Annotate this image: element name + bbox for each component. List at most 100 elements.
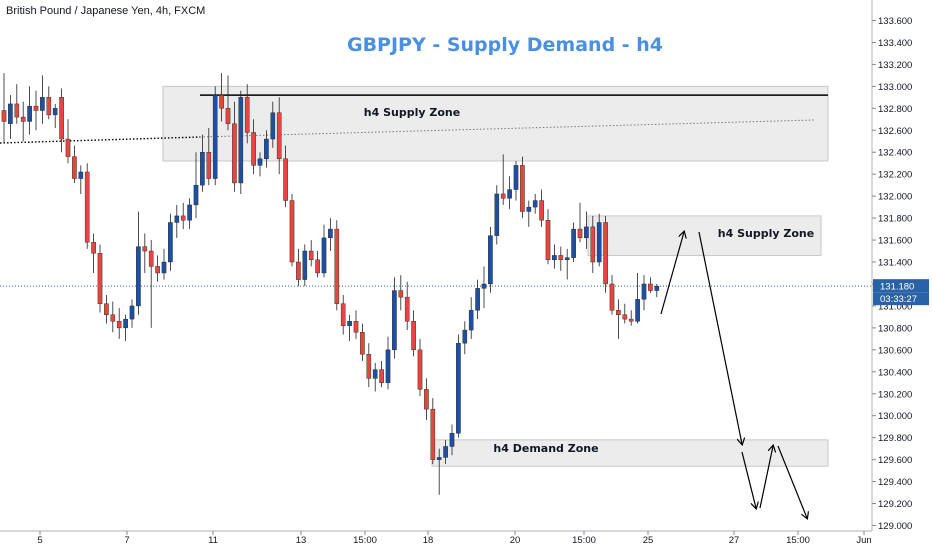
candle-body	[622, 314, 628, 320]
candle-body	[193, 184, 199, 206]
candle-body	[456, 343, 461, 434]
candle-body	[302, 250, 308, 280]
candle	[321, 224, 327, 278]
price-tick-label: 133.200	[878, 60, 912, 71]
candle	[552, 244, 557, 269]
candle	[187, 198, 192, 230]
candle-body	[14, 103, 20, 118]
projection-arrow-4	[759, 446, 773, 509]
zone-labels-layer: h4 Supply Zone h4 Supply Zone h4 Demand Zo…	[364, 106, 814, 455]
candle	[475, 279, 480, 320]
candle-body	[136, 246, 141, 307]
candle-body	[526, 206, 532, 212]
candle-body	[379, 369, 384, 383]
candle	[590, 215, 596, 273]
candle	[532, 193, 538, 214]
candle	[91, 233, 96, 273]
candle-body	[328, 228, 333, 239]
candle-body	[168, 222, 173, 263]
candle-body	[148, 250, 154, 267]
candle	[481, 266, 487, 309]
candle	[97, 244, 103, 313]
candle	[296, 248, 301, 287]
candle	[468, 297, 474, 339]
candle-body	[257, 158, 263, 166]
candle	[353, 310, 359, 339]
candle-body	[97, 253, 103, 304]
candle-body	[187, 204, 192, 221]
candle-body	[468, 310, 474, 331]
candle	[500, 154, 506, 205]
time-axis[interactable]: 5 7 11 13 15:00 18 20 15:00 25 27 15:00 Jun	[0, 530, 872, 546]
candle-body	[334, 228, 340, 304]
candle	[385, 336, 391, 390]
candle-body	[571, 228, 576, 258]
time-tick-label: 13	[296, 535, 307, 546]
candle	[545, 209, 551, 265]
candle-body	[404, 296, 410, 322]
countdown-value: 03:33:27	[880, 294, 917, 305]
candle	[449, 424, 455, 456]
time-tick-label: 20	[510, 535, 521, 546]
price-axis[interactable]: 133.600 133.400 133.200 133.000 132.800 132.6…	[871, 0, 932, 550]
candle	[308, 240, 314, 267]
price-tick-label: 129.600	[878, 455, 912, 466]
candle	[628, 310, 634, 326]
candle	[72, 145, 77, 183]
candle	[193, 152, 199, 219]
candle-body	[219, 94, 224, 109]
candle-body	[603, 222, 608, 285]
candle-body	[276, 112, 282, 160]
candle	[488, 226, 493, 293]
time-tick-label: 18	[423, 535, 434, 546]
countdown-tag	[873, 292, 929, 306]
candle	[558, 246, 564, 271]
candle-body	[225, 108, 231, 124]
candle	[219, 73, 224, 122]
price-tick-label: 132.400	[878, 148, 912, 159]
candle	[507, 176, 512, 210]
candle-body	[584, 226, 589, 239]
candle	[136, 211, 141, 315]
candle	[340, 294, 346, 335]
candle-body	[347, 321, 352, 326]
candle-body	[59, 97, 64, 140]
candle	[168, 213, 173, 271]
candle-body	[411, 321, 416, 351]
candle	[40, 75, 45, 124]
candle-body	[398, 290, 404, 298]
candle-body	[488, 235, 493, 285]
candle-body	[27, 105, 32, 122]
price-tick-label: 130.800	[878, 323, 912, 334]
price-tick-label: 131.800	[878, 214, 912, 225]
time-tick-label: 11	[208, 535, 218, 546]
candle-body	[315, 259, 320, 274]
candle-body	[161, 261, 167, 274]
candle	[411, 310, 416, 357]
candle	[520, 156, 525, 219]
candle-body	[366, 354, 372, 379]
candle	[238, 90, 244, 194]
candle	[513, 161, 519, 201]
candle-body	[110, 314, 116, 322]
time-tick-label: Jun	[856, 535, 871, 546]
candle	[148, 240, 154, 328]
candle-body	[180, 215, 186, 221]
candle	[161, 248, 167, 280]
candle	[206, 128, 212, 186]
candle-body	[353, 321, 359, 333]
price-tick-label: 131.400	[878, 258, 912, 269]
price-tick-label: 129.800	[878, 433, 912, 444]
candle-body	[206, 152, 212, 179]
candle	[398, 275, 404, 311]
candle-body	[558, 255, 564, 261]
candle-body	[270, 112, 276, 140]
candle-body	[91, 242, 96, 254]
symbol-label: British Pound / Japanese Yen, 4h, FXCM	[6, 5, 206, 17]
candle	[603, 215, 608, 293]
candle-body	[641, 283, 647, 300]
candle	[456, 334, 461, 438]
candle-body	[232, 123, 237, 184]
candle	[129, 299, 135, 328]
